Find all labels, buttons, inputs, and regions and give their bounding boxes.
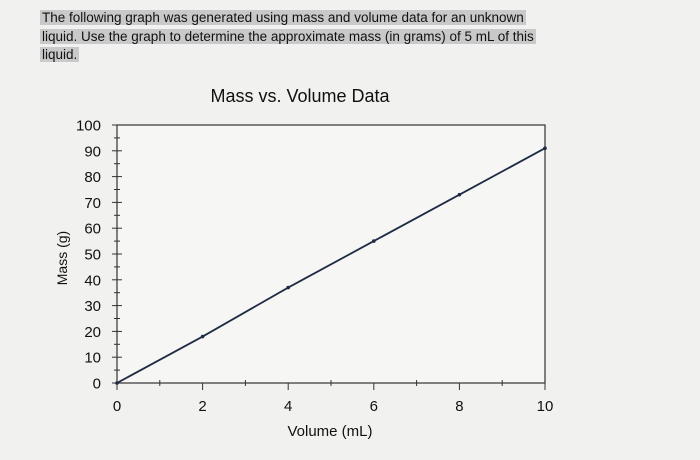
x-axis-title: Volume (mL) <box>287 423 373 440</box>
x-tick-label: 10 <box>537 398 554 415</box>
plot-area <box>116 124 546 384</box>
chart-title: Mass vs. Volume Data <box>210 86 390 106</box>
data-point <box>457 192 462 197</box>
y-tick-label: 80 <box>84 169 101 186</box>
question-text: The following graph was generated using … <box>40 9 540 65</box>
data-point <box>372 239 376 243</box>
x-tick-label: 0 <box>113 398 121 415</box>
y-tick-label: 60 <box>84 221 101 238</box>
y-tick-label: 100 <box>76 118 101 135</box>
y-ticks: 0 10 20 30 40 50 60 70 80 90 100 <box>76 118 122 393</box>
series-group <box>115 146 547 385</box>
y-tick-label: 50 <box>84 247 101 264</box>
x-tick-label: 8 <box>455 398 463 415</box>
data-point <box>543 146 547 151</box>
x-tick-label: 6 <box>370 398 378 415</box>
series-line <box>116 147 546 384</box>
x-ticks: 0 2 4 6 8 10 <box>113 380 554 415</box>
y-tick-label: 0 <box>93 376 101 393</box>
data-point <box>200 334 205 339</box>
plot-frame <box>116 124 546 384</box>
data-point <box>286 285 291 290</box>
y-tick-label: 90 <box>84 143 101 160</box>
x-tick-label: 4 <box>284 398 292 415</box>
y-tick-label: 30 <box>84 298 101 315</box>
y-tick-label: 20 <box>84 324 101 341</box>
y-tick-label: 10 <box>84 350 101 367</box>
x-tick-label: 2 <box>198 398 206 415</box>
y-tick-label: 70 <box>84 195 101 212</box>
data-point <box>115 381 119 385</box>
y-tick-label: 40 <box>84 272 101 289</box>
